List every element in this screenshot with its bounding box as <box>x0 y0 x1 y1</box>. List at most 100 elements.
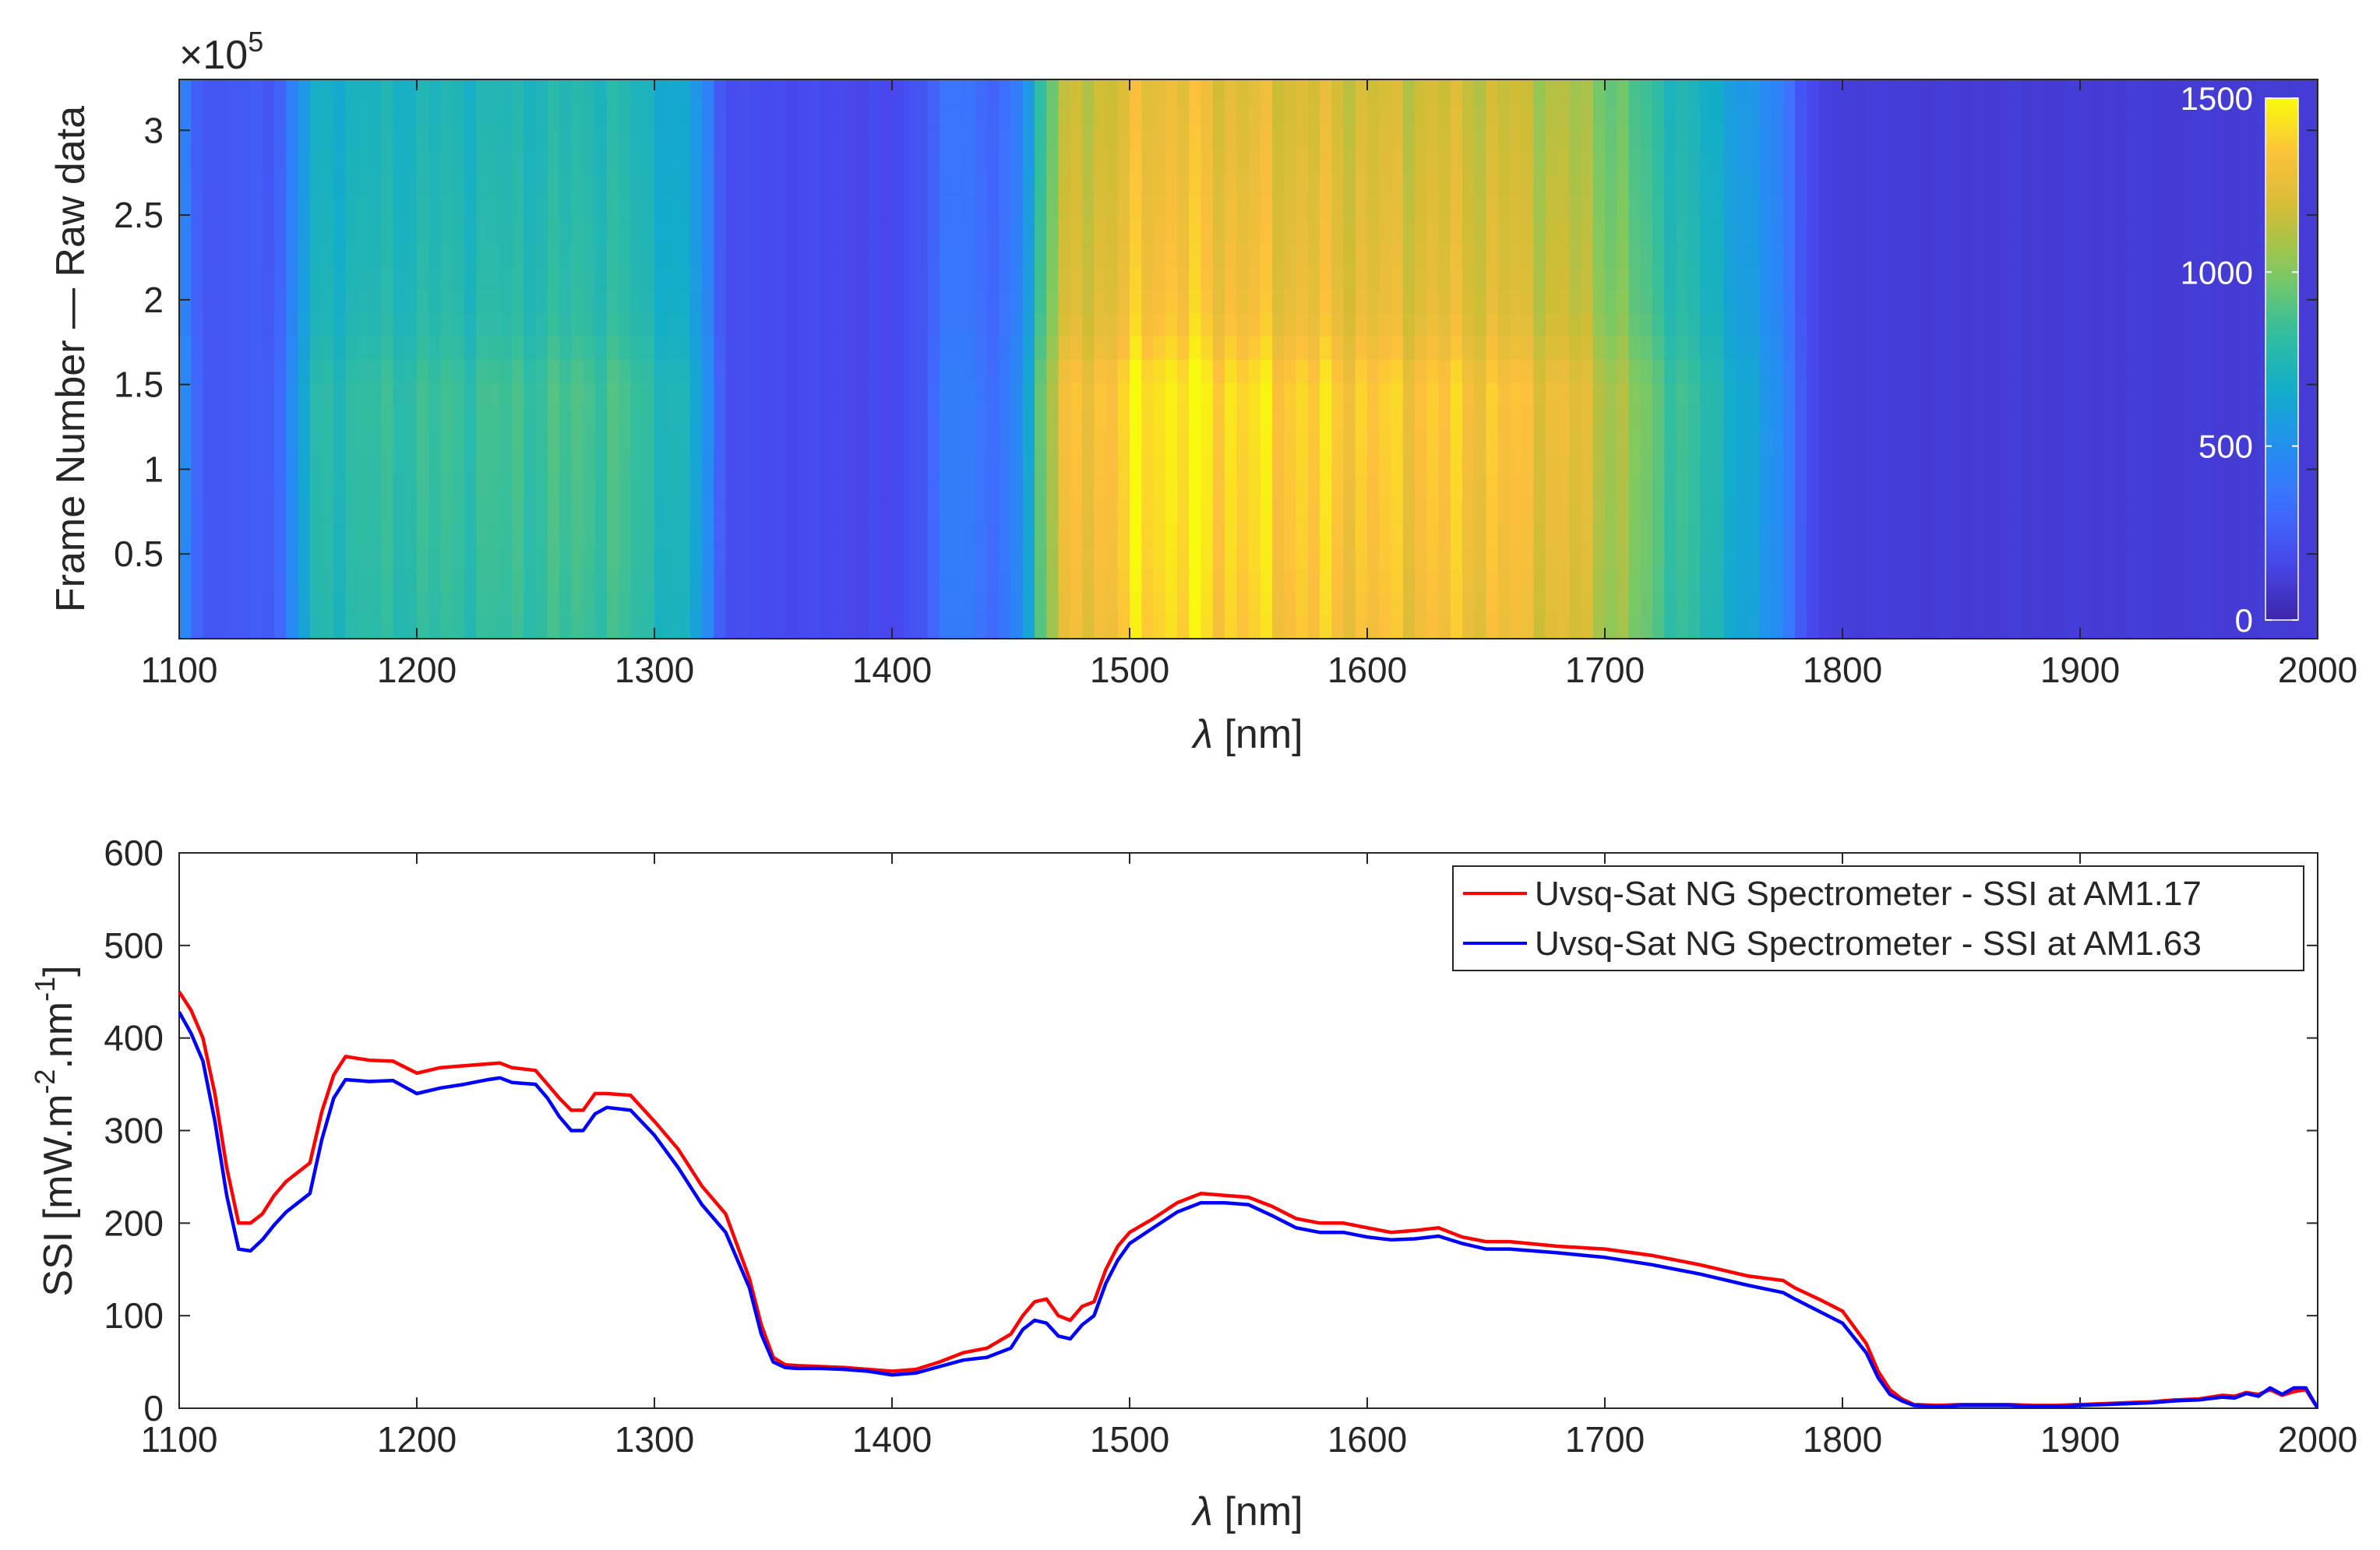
heatmap-cell <box>714 405 727 430</box>
heatmap-cell <box>191 452 204 477</box>
heatmap-cell <box>1652 289 1666 313</box>
heatmap-cell <box>571 592 584 616</box>
heatmap-cell <box>238 592 252 616</box>
heatmap-cell <box>1105 196 1119 220</box>
heatmap-cell <box>1212 359 1225 383</box>
heatmap-cell <box>1284 125 1297 150</box>
heatmap-cell <box>1866 266 1879 290</box>
heatmap-cell <box>1450 475 1463 500</box>
heatmap-cell <box>1117 498 1130 523</box>
heatmap-cell <box>1557 266 1570 290</box>
heatmap-cell <box>1165 242 1178 267</box>
heatmap-cell <box>1628 102 1641 127</box>
heatmap-cell <box>761 125 774 150</box>
heatmap-cell <box>1438 149 1451 174</box>
heatmap-cell <box>2068 149 2081 174</box>
heatmap-cell <box>1913 359 1927 383</box>
heatmap-cell <box>512 266 525 290</box>
heatmap-cell <box>1320 336 1333 360</box>
heatmap-cell <box>1141 242 1155 267</box>
heatmap-cell <box>714 615 727 639</box>
heatmap-cell <box>1260 592 1273 616</box>
heatmap-cell <box>1497 452 1511 477</box>
heatmap-cell <box>2080 125 2093 150</box>
heatmap-cell <box>607 266 620 290</box>
heatmap-cell <box>809 359 822 383</box>
heatmap-cell <box>1961 592 1974 616</box>
heatmap-cell <box>1581 242 1594 267</box>
heatmap-cell <box>1153 149 1166 174</box>
heatmap-cell <box>749 428 762 453</box>
heatmap-cell <box>1830 382 1843 407</box>
heatmap-cell <box>2246 428 2259 453</box>
heatmap-cell <box>1296 289 1309 313</box>
heatmap-cell <box>1035 475 1048 500</box>
heatmap-cell <box>1094 359 1107 383</box>
heatmap-cell <box>987 196 1000 220</box>
heatmap-cell <box>1913 336 1927 360</box>
heatmap-cell <box>417 102 430 127</box>
heatmap-cell <box>1165 592 1178 616</box>
heatmap-cell <box>1807 498 1820 523</box>
heatmap-cell <box>1759 196 1772 220</box>
heatmap-cell <box>2223 149 2236 174</box>
heatmap-cell <box>773 382 786 407</box>
heatmap-cell <box>535 545 548 569</box>
heatmap-cell <box>654 149 668 174</box>
heatmap-cell <box>1628 615 1641 639</box>
heatmap-cell <box>1225 125 1238 150</box>
heatmap-cell <box>963 242 976 267</box>
heatmap-cell <box>2033 149 2046 174</box>
heatmap-cell <box>1426 149 1440 174</box>
heatmap-cell <box>179 219 192 244</box>
heatmap-cell <box>594 545 608 569</box>
heatmap-cell <box>1617 79 1630 104</box>
heatmap-cell <box>322 196 335 220</box>
heatmap-cell <box>630 266 643 290</box>
heatmap-cell <box>927 102 940 127</box>
heatmap-cell <box>1379 172 1392 197</box>
heatmap-cell <box>1961 266 1974 290</box>
heatmap-cell <box>951 336 964 360</box>
heatmap-cell <box>1652 102 1666 127</box>
heatmap-cell <box>1130 242 1143 267</box>
heatmap-cell <box>1985 405 1998 430</box>
heatmap-cell <box>1759 498 1772 523</box>
heatmap-cell <box>1272 545 1285 569</box>
heatmap-cell <box>1201 359 1214 383</box>
heatmap-cell <box>1569 428 1582 453</box>
heatmap-cell <box>1177 522 1190 547</box>
heatmap-cell <box>476 79 489 104</box>
heatmap-cell <box>1890 312 1903 336</box>
heatmap-cell <box>892 498 905 523</box>
heatmap-cell <box>583 196 596 220</box>
heatmap-cell <box>1402 382 1416 407</box>
line-y-label: SSI [mW.m-2.nm-1] <box>29 965 81 1296</box>
heatmap-cell <box>428 475 442 500</box>
heatmap-cell <box>1236 498 1250 523</box>
heatmap-cell <box>2103 428 2117 453</box>
heatmap-cell <box>1640 452 1653 477</box>
heatmap-cell <box>1331 79 1345 104</box>
heatmap-cell <box>1735 289 1748 313</box>
heatmap-cell <box>2033 359 2046 383</box>
heatmap-cell <box>1652 125 1666 150</box>
heatmap-cell <box>1712 405 1725 430</box>
heatmap-cell <box>1201 336 1214 360</box>
heatmap-cell <box>1605 79 1618 104</box>
heatmap-cell <box>820 125 834 150</box>
heatmap-cell <box>654 102 668 127</box>
heatmap-cell <box>250 172 263 197</box>
heatmap-cell <box>428 219 442 244</box>
heatmap-cell <box>512 428 525 453</box>
heatmap-cell <box>1687 196 1701 220</box>
heatmap-cell <box>512 102 525 127</box>
heatmap-cell <box>607 382 620 407</box>
heatmap-cell <box>2044 312 2057 336</box>
heatmap-cell <box>1890 125 1903 150</box>
heatmap-cell <box>880 475 893 500</box>
heatmap-cell <box>428 428 442 453</box>
heatmap-cell <box>1343 289 1356 313</box>
heatmap-cell <box>1687 382 1701 407</box>
heatmap-cell <box>524 149 537 174</box>
